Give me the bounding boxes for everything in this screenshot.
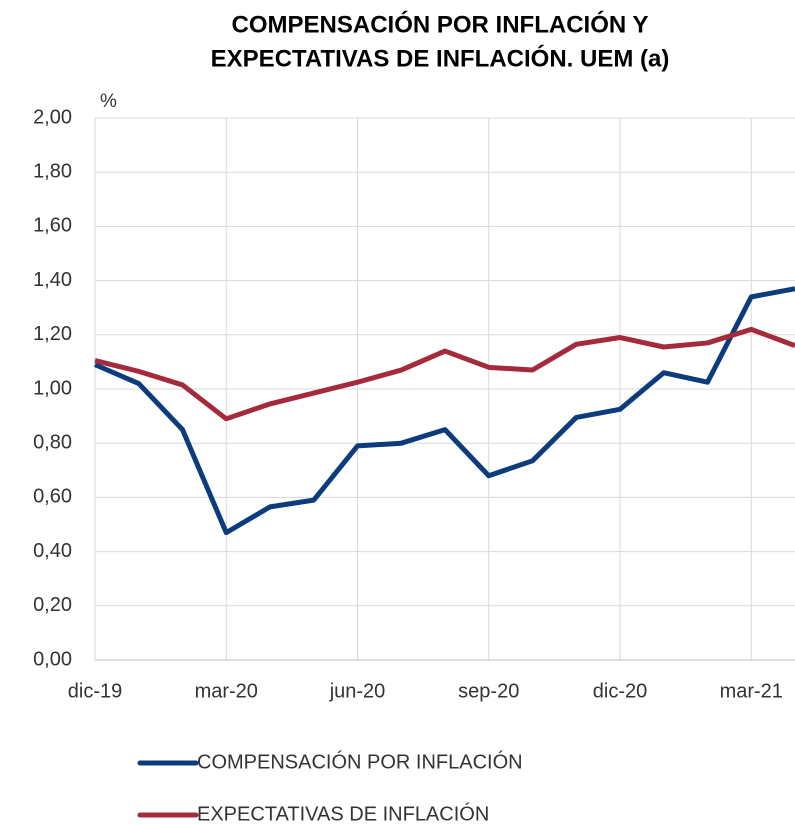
legend-label: COMPENSACIÓN POR INFLACIÓN [197, 750, 523, 773]
x-tick-label: mar-20 [195, 680, 258, 702]
chart-title: COMPENSACIÓN POR INFLACIÓN Y [232, 10, 649, 38]
y-tick-label: 0,00 [33, 648, 72, 670]
line-series [94, 326, 795, 422]
y-axis-label: % [100, 91, 117, 112]
x-tick-label: dic-19 [68, 680, 122, 702]
y-tick-label: 2,00 [33, 106, 72, 128]
line-series [94, 286, 795, 536]
y-tick-label: 1,60 [33, 215, 72, 237]
x-tick-label: sep-20 [458, 680, 519, 702]
y-tick-label: 0,80 [33, 431, 72, 453]
x-tick-label: dic-20 [593, 680, 647, 702]
x-tick-label: mar-21 [720, 680, 783, 702]
y-tick-label: 1,40 [33, 269, 72, 291]
y-tick-label: 0,40 [33, 540, 72, 562]
y-tick-label: 1,20 [33, 323, 72, 345]
y-tick-label: 1,80 [33, 160, 72, 182]
y-tick-label: 1,00 [33, 377, 72, 399]
x-tick-label: jun-20 [329, 680, 386, 702]
chart-title: EXPECTATIVAS DE INFLACIÓN. UEM (a) [211, 44, 670, 72]
y-tick-label: 0,20 [33, 594, 72, 616]
legend-label: EXPECTATIVAS DE INFLACIÓN [197, 802, 489, 825]
y-tick-label: 0,60 [33, 486, 72, 508]
